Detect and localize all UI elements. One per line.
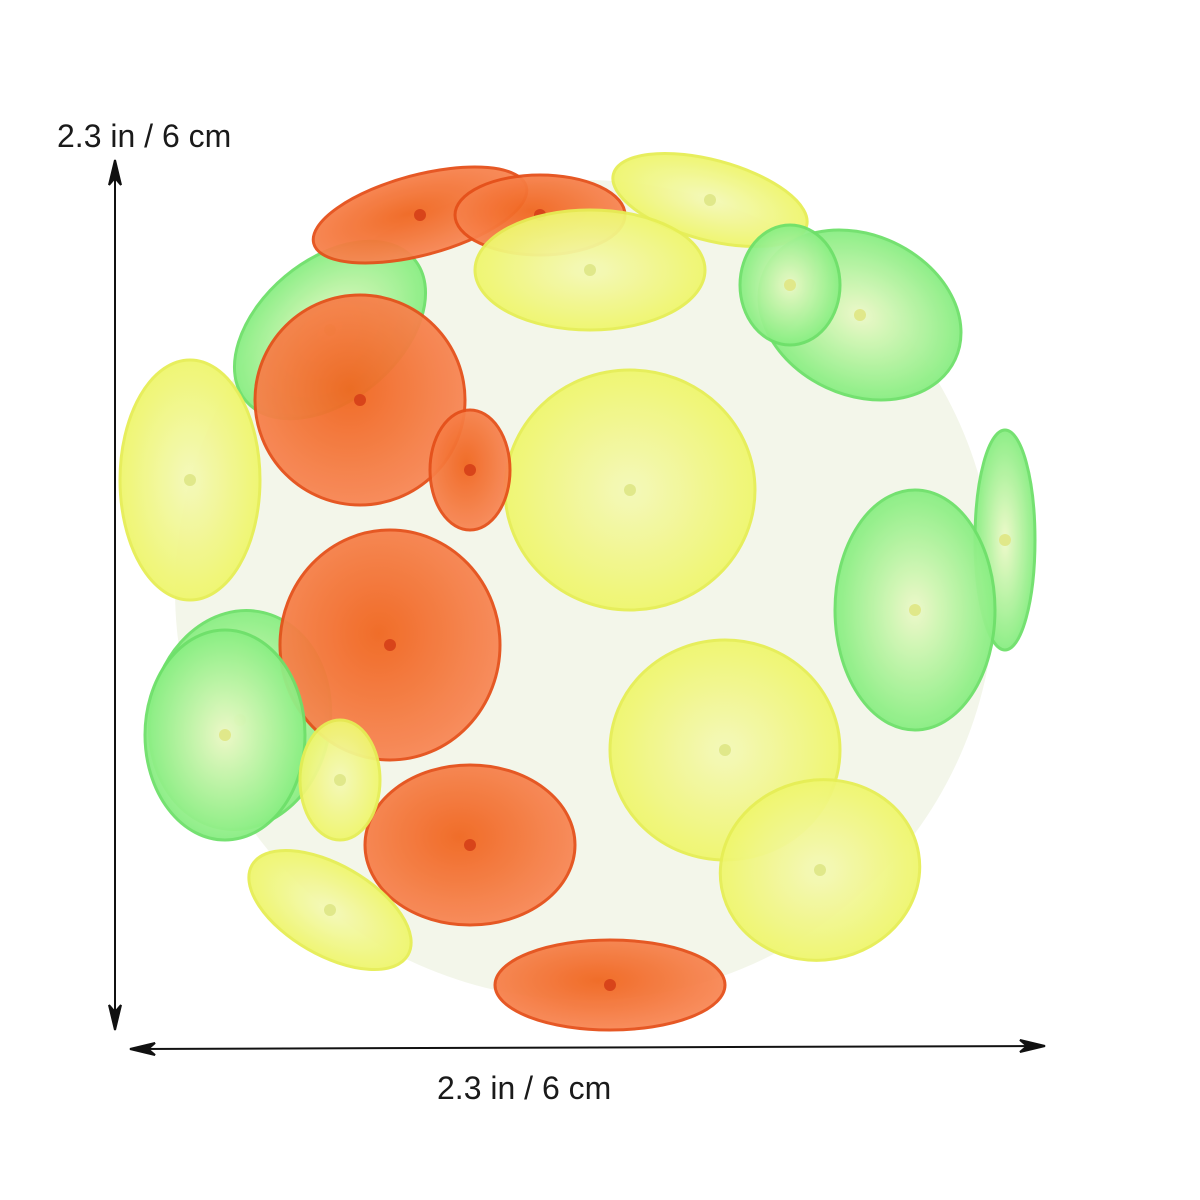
suction-cup-center xyxy=(604,979,616,991)
suction-cup-center xyxy=(384,639,396,651)
suction-cup-center xyxy=(854,309,866,321)
suction-cup-center xyxy=(219,729,231,741)
suction-cup-center xyxy=(334,774,346,786)
suction-cup-center xyxy=(784,279,796,291)
suction-cup-ball xyxy=(118,151,1037,1032)
suction-cup-center xyxy=(354,394,366,406)
suction-cup-center xyxy=(324,904,336,916)
height-label: 2.3 in / 6 cm xyxy=(57,118,232,154)
suction-cup-center xyxy=(999,534,1011,546)
height-arrow xyxy=(108,159,122,1031)
suction-cup-center xyxy=(584,264,596,276)
suction-cup-center xyxy=(184,474,196,486)
suction-cup-center xyxy=(464,839,476,851)
width-label: 2.3 in / 6 cm xyxy=(437,1070,612,1106)
suction-cup-center xyxy=(464,464,476,476)
suction-cup-center xyxy=(704,194,716,206)
suction-cup-center xyxy=(719,744,731,756)
suction-cup-center xyxy=(814,864,826,876)
suction-cup-center xyxy=(624,484,636,496)
suction-cup-center xyxy=(414,209,426,221)
suction-cup-center xyxy=(909,604,921,616)
width-arrow xyxy=(129,1039,1046,1056)
